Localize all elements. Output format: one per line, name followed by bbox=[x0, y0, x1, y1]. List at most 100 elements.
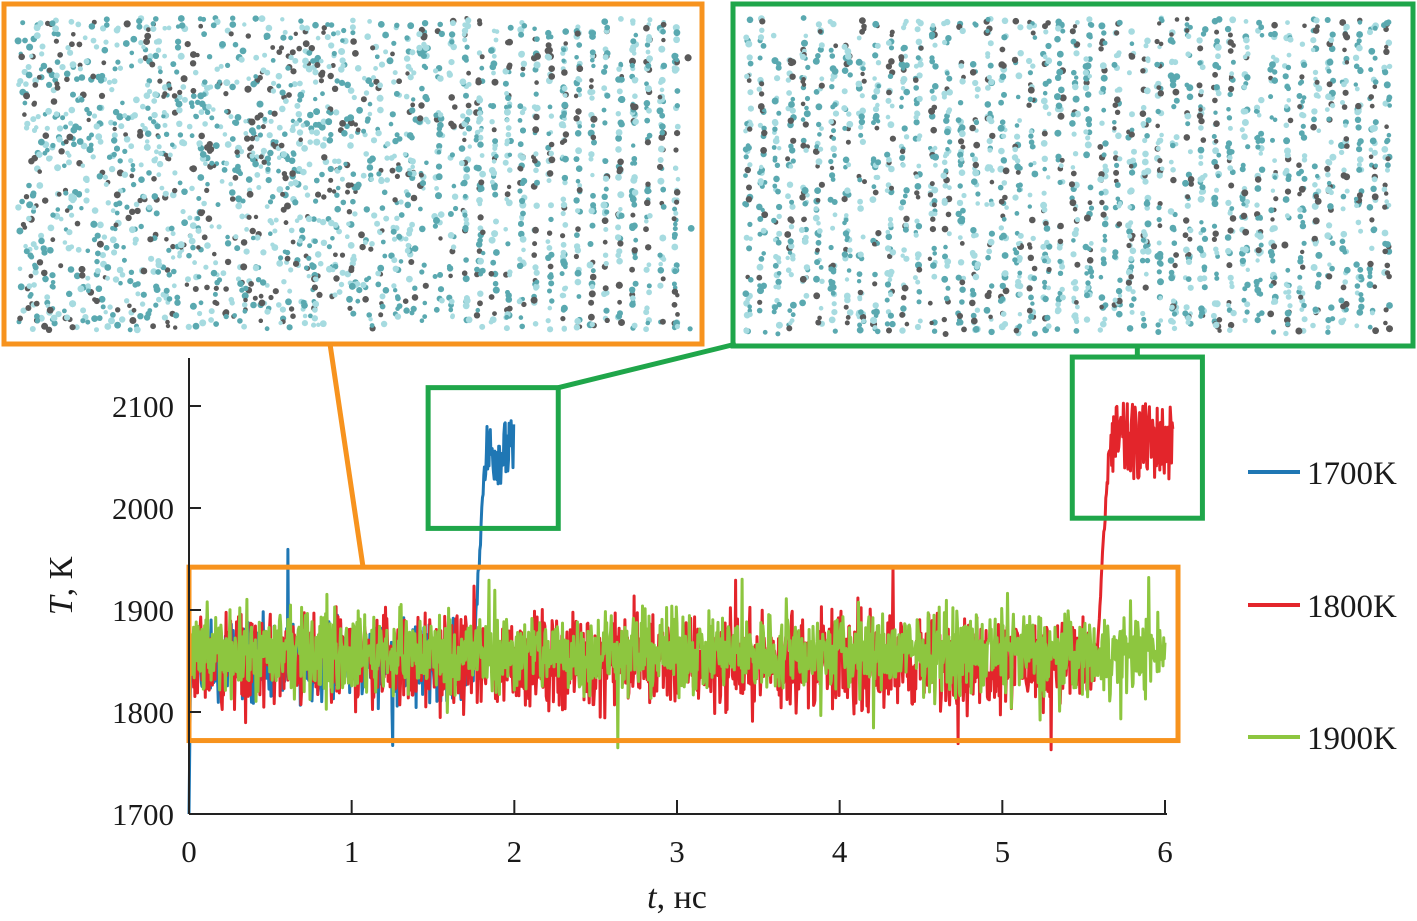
atom bbox=[831, 301, 837, 307]
atom bbox=[947, 139, 953, 145]
atom bbox=[913, 77, 919, 83]
atom bbox=[1258, 214, 1263, 220]
atom bbox=[1128, 255, 1134, 262]
atom bbox=[244, 135, 251, 142]
atom bbox=[1297, 104, 1302, 109]
atom bbox=[213, 285, 219, 291]
atom bbox=[332, 292, 338, 298]
atom bbox=[1187, 284, 1194, 291]
atom bbox=[645, 85, 652, 93]
atom bbox=[1102, 40, 1108, 46]
atom bbox=[916, 95, 923, 103]
atom bbox=[1158, 16, 1164, 22]
atom bbox=[279, 89, 286, 96]
atom bbox=[38, 237, 45, 245]
atom bbox=[1298, 130, 1305, 137]
atom bbox=[394, 132, 400, 138]
atom bbox=[889, 249, 897, 256]
atom bbox=[78, 74, 86, 81]
atom bbox=[1196, 112, 1204, 120]
atom bbox=[210, 269, 218, 277]
atom bbox=[644, 139, 652, 146]
atom bbox=[942, 253, 948, 260]
atom bbox=[166, 83, 172, 88]
atom bbox=[150, 25, 157, 32]
atom bbox=[1028, 313, 1035, 320]
atom bbox=[629, 224, 636, 231]
atom bbox=[36, 74, 42, 80]
atom bbox=[447, 211, 454, 217]
atom bbox=[152, 91, 159, 98]
atom bbox=[53, 111, 60, 117]
atom bbox=[875, 230, 882, 237]
atom bbox=[368, 317, 373, 322]
atom bbox=[672, 24, 680, 32]
atom bbox=[856, 279, 862, 284]
atom bbox=[1041, 206, 1048, 213]
atom bbox=[1130, 289, 1136, 295]
y-axis-var: T bbox=[43, 594, 80, 615]
atom bbox=[747, 162, 753, 168]
atom bbox=[987, 147, 993, 153]
atom bbox=[78, 266, 86, 273]
atom bbox=[77, 285, 85, 293]
atom bbox=[671, 288, 679, 295]
atom bbox=[90, 220, 98, 228]
atom bbox=[1140, 310, 1146, 317]
atom bbox=[391, 236, 398, 242]
atom bbox=[297, 91, 305, 99]
atom bbox=[745, 296, 751, 302]
atom bbox=[373, 78, 380, 85]
atom bbox=[335, 158, 342, 165]
atom bbox=[1045, 42, 1052, 50]
atom bbox=[672, 206, 678, 212]
atom bbox=[77, 62, 83, 68]
atom bbox=[288, 157, 296, 164]
atom bbox=[421, 20, 429, 27]
atom bbox=[1382, 182, 1388, 188]
atom bbox=[1098, 22, 1106, 30]
atom bbox=[392, 265, 399, 272]
atom bbox=[271, 80, 277, 86]
atom bbox=[174, 44, 182, 51]
atom bbox=[421, 63, 427, 69]
atom bbox=[313, 198, 319, 204]
atom bbox=[25, 71, 33, 79]
atom bbox=[972, 79, 979, 87]
atom bbox=[1285, 267, 1291, 273]
atom bbox=[855, 80, 863, 88]
atom bbox=[943, 244, 948, 250]
atom bbox=[1001, 180, 1008, 186]
atom bbox=[988, 328, 995, 336]
atom bbox=[83, 58, 90, 65]
atom bbox=[140, 267, 148, 275]
atom bbox=[1144, 220, 1152, 228]
atom bbox=[1059, 263, 1066, 270]
atom bbox=[1028, 129, 1034, 134]
atom bbox=[117, 65, 123, 71]
atom bbox=[1213, 110, 1218, 115]
atom bbox=[172, 312, 180, 319]
atom bbox=[660, 204, 667, 210]
atom bbox=[1058, 86, 1065, 94]
atom bbox=[361, 128, 367, 134]
atom bbox=[106, 154, 113, 160]
atom bbox=[1114, 109, 1121, 116]
atom bbox=[1054, 35, 1061, 43]
atom bbox=[102, 174, 108, 180]
atom bbox=[376, 94, 384, 102]
atom bbox=[325, 118, 333, 126]
atom bbox=[884, 281, 892, 288]
atom bbox=[1074, 300, 1079, 305]
atom bbox=[1084, 141, 1092, 149]
atom bbox=[114, 42, 120, 48]
atom bbox=[388, 121, 394, 127]
atom bbox=[984, 165, 991, 172]
atom bbox=[614, 234, 622, 241]
atom bbox=[646, 55, 653, 62]
atom bbox=[161, 114, 166, 119]
atom bbox=[279, 306, 286, 313]
atom bbox=[437, 272, 443, 278]
atom bbox=[234, 114, 242, 121]
atom bbox=[42, 132, 50, 139]
